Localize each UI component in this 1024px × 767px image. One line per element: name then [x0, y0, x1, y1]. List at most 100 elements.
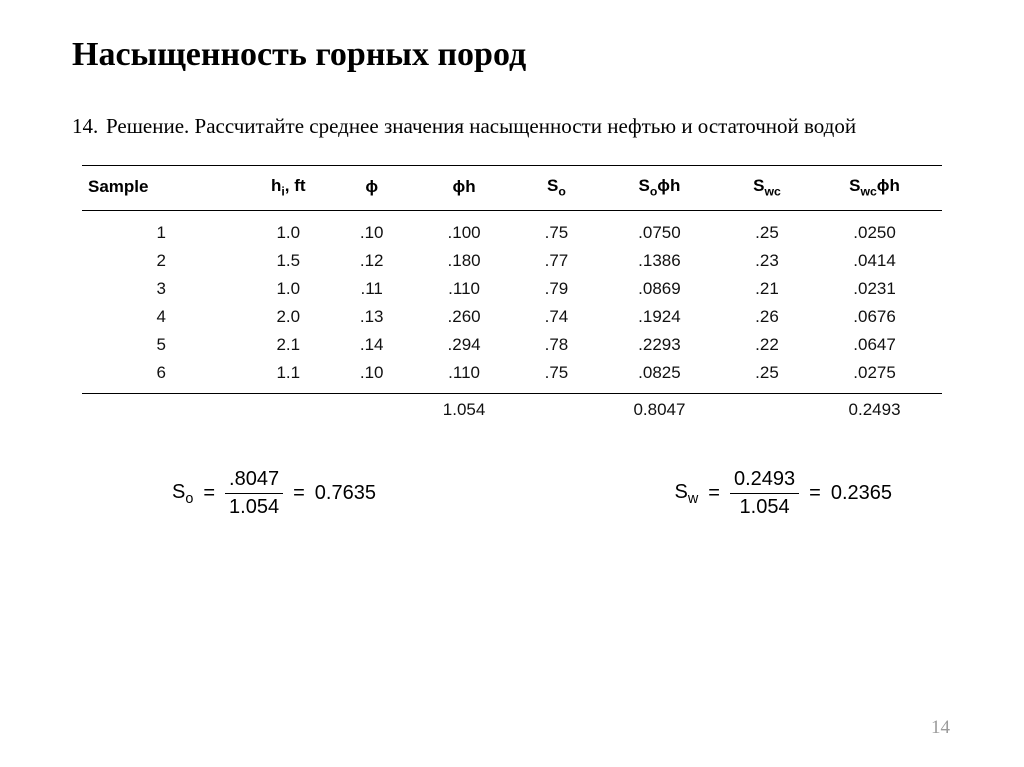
- eq-sw-bar: [730, 493, 799, 494]
- data-table: Sample hi, ft ϕ ϕh So Soϕh Swc: [82, 165, 942, 424]
- table-header-row: Sample hi, ft ϕ ϕh So Soϕh Swc: [82, 166, 942, 211]
- table-cell-hi: 2.1: [240, 331, 336, 359]
- table-totals-row: 1.054 0.8047 0.2493: [82, 394, 942, 425]
- col-hi-base: h: [271, 176, 281, 195]
- table-cell-soph: .1924: [592, 303, 727, 331]
- page-number: 14: [931, 717, 950, 739]
- table-cell-swc: .22: [727, 331, 807, 359]
- table-total-hi: [240, 394, 336, 425]
- col-soph: Soϕh: [592, 166, 727, 211]
- col-so-base: S: [547, 176, 558, 195]
- table-total-phih: 1.054: [407, 394, 521, 425]
- table-cell-soph: .2293: [592, 331, 727, 359]
- table-cell-phih: .100: [407, 211, 521, 248]
- table-cell-sample: 5: [82, 331, 240, 359]
- col-phih: ϕh: [407, 166, 521, 211]
- eq-so-fraction: .8047 1.054: [225, 468, 283, 519]
- table-cell-phih: .260: [407, 303, 521, 331]
- table-cell-swcph: .0414: [807, 247, 942, 275]
- col-swcph: Swcϕh: [807, 166, 942, 211]
- table-row: 52.1.14.294.78.2293.22.0647: [82, 331, 942, 359]
- problem-number: 14.: [72, 114, 106, 139]
- table-cell-phih: .110: [407, 275, 521, 303]
- table-cell-swc: .25: [727, 359, 807, 394]
- table-total-swcph: 0.2493: [807, 394, 942, 425]
- eq-sw-result: 0.2365: [831, 482, 892, 505]
- table-total-sample: [82, 394, 240, 425]
- table-cell-phi: .14: [336, 331, 407, 359]
- col-swc-base: S: [753, 176, 764, 195]
- eq-so-label-sub: o: [185, 491, 193, 507]
- table-cell-soph: .0825: [592, 359, 727, 394]
- col-hi: hi, ft: [240, 166, 336, 211]
- table-cell-phih: .294: [407, 331, 521, 359]
- table-cell-swc: .23: [727, 247, 807, 275]
- table-cell-hi: 1.0: [240, 211, 336, 248]
- eq-sw-fraction: 0.2493 1.054: [730, 468, 799, 519]
- eq-so-label: So: [172, 481, 193, 507]
- equations-row: So = .8047 1.054 = 0.7635 Sw = 0.2493 1.…: [72, 468, 952, 519]
- data-table-wrap: Sample hi, ft ϕ ϕh So Soϕh Swc: [82, 165, 942, 424]
- col-soph-tail: ϕh: [657, 176, 680, 195]
- table-cell-swcph: .0647: [807, 331, 942, 359]
- col-soph-base: S: [638, 176, 649, 195]
- col-hi-unit: , ft: [285, 176, 306, 195]
- table-cell-soph: .0750: [592, 211, 727, 248]
- col-sample: Sample: [82, 166, 240, 211]
- table-cell-swc: .25: [727, 211, 807, 248]
- equation-so: So = .8047 1.054 = 0.7635: [172, 468, 376, 519]
- col-so: So: [521, 166, 592, 211]
- table-row: 61.1.10.110.75.0825.25.0275: [82, 359, 942, 394]
- table-cell-soph: .0869: [592, 275, 727, 303]
- table-total-swc: [727, 394, 807, 425]
- eq-sw-denominator: 1.054: [736, 496, 794, 519]
- page-title: Насыщенность горных пород: [72, 36, 952, 74]
- table-cell-so: .78: [521, 331, 592, 359]
- eq-sw-label: Sw: [675, 481, 699, 507]
- eq-sw-label-base: S: [675, 481, 688, 503]
- table-cell-hi: 1.5: [240, 247, 336, 275]
- table-cell-sample: 4: [82, 303, 240, 331]
- table-cell-swcph: .0676: [807, 303, 942, 331]
- table-cell-hi: 1.1: [240, 359, 336, 394]
- table-cell-sample: 6: [82, 359, 240, 394]
- eq-so-eq2: =: [293, 482, 305, 505]
- table-cell-hi: 2.0: [240, 303, 336, 331]
- eq-sw-eq2: =: [809, 482, 821, 505]
- problem-text: Решение. Рассчитайте среднее значения на…: [106, 114, 952, 139]
- col-swc: Swc: [727, 166, 807, 211]
- eq-so-result: 0.7635: [315, 482, 376, 505]
- eq-sw-label-sub: w: [688, 491, 698, 507]
- eq-so-bar: [225, 493, 283, 494]
- eq-sw-eq1: =: [708, 482, 720, 505]
- col-phi: ϕ: [336, 166, 407, 211]
- table-row: 21.5.12.180.77.1386.23.0414: [82, 247, 942, 275]
- table-cell-swc: .26: [727, 303, 807, 331]
- col-swcph-base: S: [849, 176, 860, 195]
- table-cell-sample: 3: [82, 275, 240, 303]
- table-cell-swc: .21: [727, 275, 807, 303]
- eq-so-eq1: =: [203, 482, 215, 505]
- equation-sw: Sw = 0.2493 1.054 = 0.2365: [675, 468, 892, 519]
- table-cell-sample: 1: [82, 211, 240, 248]
- table-cell-sample: 2: [82, 247, 240, 275]
- table-cell-swcph: .0275: [807, 359, 942, 394]
- table-cell-swcph: .0231: [807, 275, 942, 303]
- table-cell-so: .79: [521, 275, 592, 303]
- eq-so-numerator: .8047: [225, 468, 283, 491]
- table-cell-so: .77: [521, 247, 592, 275]
- slide: Насыщенность горных пород 14. Решение. Р…: [0, 0, 1024, 767]
- col-swc-sub: wc: [764, 184, 780, 198]
- table-total-phi: [336, 394, 407, 425]
- col-swcph-sub: wc: [860, 184, 876, 198]
- table-total-so: [521, 394, 592, 425]
- eq-so-label-base: S: [172, 481, 185, 503]
- table-row: 31.0.11.110.79.0869.21.0231: [82, 275, 942, 303]
- table-cell-so: .75: [521, 211, 592, 248]
- table-cell-phi: .10: [336, 211, 407, 248]
- table-cell-phih: .180: [407, 247, 521, 275]
- problem-statement: 14. Решение. Рассчитайте среднее значени…: [72, 114, 952, 139]
- table-total-soph: 0.8047: [592, 394, 727, 425]
- col-so-sub: o: [558, 184, 565, 198]
- table-cell-hi: 1.0: [240, 275, 336, 303]
